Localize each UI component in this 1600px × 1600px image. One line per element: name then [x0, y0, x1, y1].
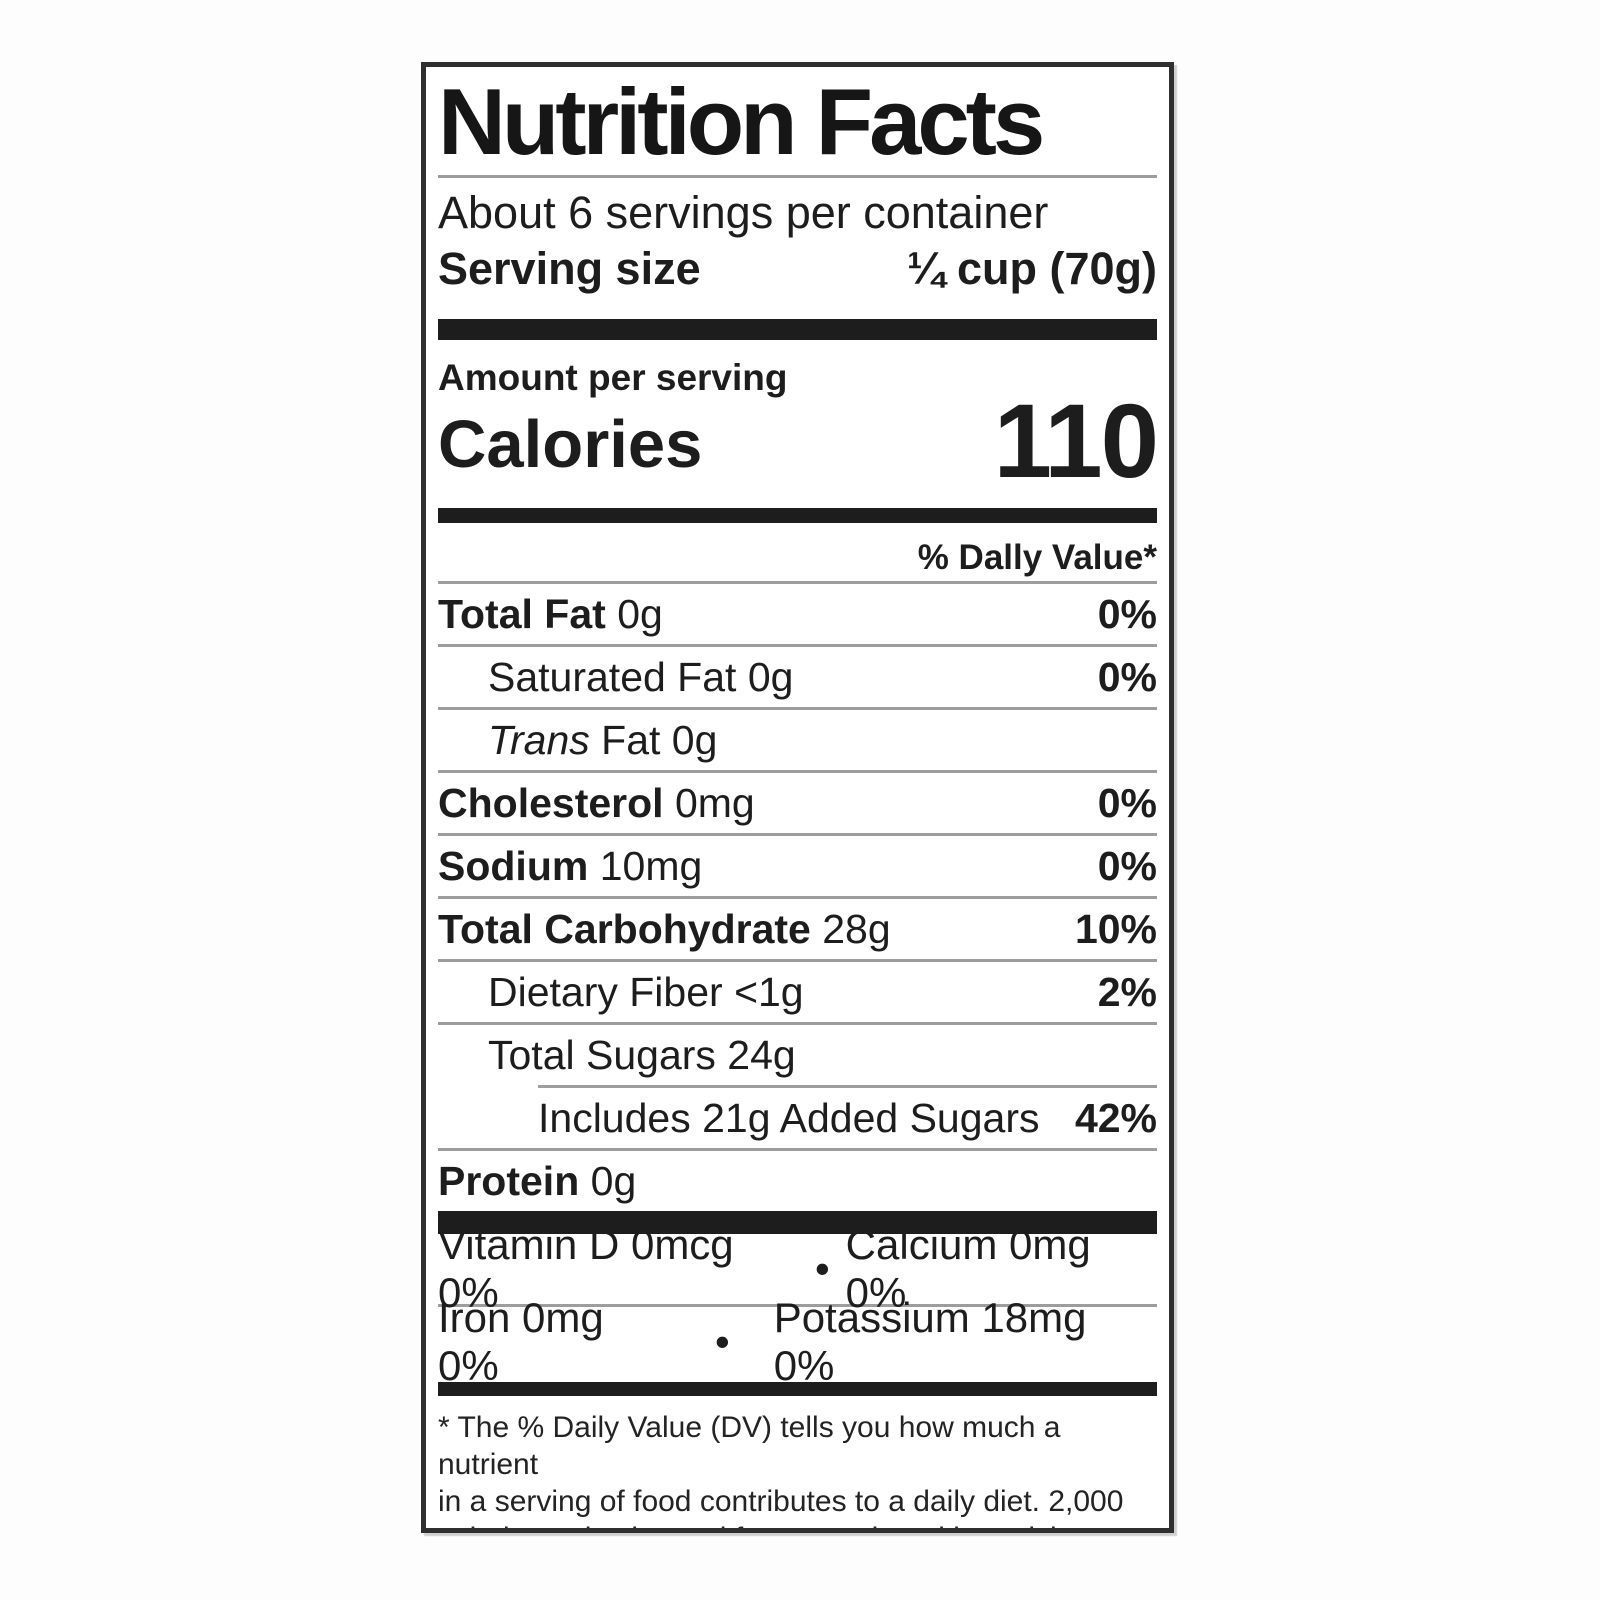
nutrient-row-total-carbohydrate: Total Carbohydrate 28g 10%: [438, 899, 1157, 959]
daily-value-header: % Dally Value*: [917, 538, 1157, 577]
nutrient-dv: 0%: [1097, 842, 1157, 889]
divider: [438, 833, 1157, 836]
calories-value: 110: [993, 383, 1159, 500]
iron-value: Iron 0mg 0%: [438, 1294, 604, 1389]
nutrient-row-dietary-fiber: Dietary Fiber <1g 2%: [438, 962, 1157, 1022]
bullet-separator: •: [814, 1245, 830, 1292]
thick-divider-top: [438, 319, 1157, 340]
nutrient-amount: 0g: [736, 653, 794, 700]
potassium-value: Potassium 18mg 0%: [773, 1294, 1087, 1389]
nutrient-name: Saturated Fat: [488, 653, 737, 700]
footnote-line: * The % Daily Value (DV) tells you how m…: [438, 1411, 1061, 1481]
divider: [438, 707, 1157, 710]
nutrient-name: Cholesterol: [438, 779, 664, 826]
nutrient-dv: 0%: [1097, 779, 1157, 826]
micronutrient-row-2: Iron 0mg 0% • Potassium 18mg 0%: [438, 1294, 1157, 1389]
label-title: Nutrition Facts: [438, 69, 1045, 174]
nutrient-name: Trans: [488, 716, 590, 763]
nutrient-row-total-fat: Total Fat 0g 0%: [438, 584, 1157, 644]
daily-value-footnote: * The % Daily Value (DV) tells you how m…: [438, 1409, 1157, 1528]
nutrient-name: Total Carbohydrate: [438, 905, 811, 952]
nutrient-name: Includes 21g Added Sugars: [538, 1094, 1040, 1141]
vitamin-d-value: Vitamin D 0mcg 0%: [438, 1221, 734, 1316]
nutrient-dv: 0%: [1097, 590, 1157, 637]
footnote-line: calories a day is used for general nutri…: [438, 1520, 1157, 1528]
bullet-separator: •: [714, 1318, 730, 1365]
divider: [438, 1304, 1157, 1307]
nutrient-row-sodium: Sodium 10mg 0%: [438, 836, 1157, 896]
nutrient-row-saturated-fat: Saturated Fat 0g 0%: [438, 647, 1157, 707]
serving-size-value: ¼ cup (70g): [906, 243, 1157, 294]
divider: [438, 581, 1157, 584]
nutrient-row-cholesterol: Cholesterol 0mg 0%: [438, 773, 1157, 833]
serving-size-label: Serving size: [438, 243, 701, 294]
serving-size-row: Serving size ¼ cup (70g): [438, 243, 1157, 295]
nutrient-row-added-sugars: Includes 21g Added Sugars 42%: [438, 1088, 1157, 1148]
nutrient-row-total-sugars: Total Sugars 24g: [438, 1025, 1157, 1085]
divider: [438, 644, 1157, 647]
footnote-line: in a serving of food contributes to a da…: [438, 1485, 1124, 1518]
nutrient-amount: 10mg: [588, 842, 703, 889]
nutrient-name: Total Sugars: [488, 1031, 716, 1078]
calories-row: Calories 110: [438, 389, 1159, 494]
calories-label: Calories: [438, 407, 703, 482]
nutrient-amount: 0g: [605, 590, 663, 637]
nutrient-amount: 0mg: [663, 779, 755, 826]
nutrient-name: Sodium: [438, 842, 589, 889]
nutrient-amount: 28g: [810, 905, 891, 952]
nutrient-dv: 0%: [1097, 653, 1157, 700]
divider: [438, 896, 1157, 899]
divider-indented: [538, 1085, 1157, 1088]
divider: [438, 770, 1157, 773]
nutrient-row-protein: Protein 0g: [438, 1151, 1157, 1211]
nutrition-facts-label: Nutrition Facts About 6 servings per con…: [421, 62, 1174, 1533]
nutrient-name: Dietary Fiber: [488, 968, 723, 1015]
divider: [438, 959, 1157, 962]
nutrient-dv: 42%: [1074, 1094, 1157, 1141]
thick-divider-bottom: [438, 1382, 1157, 1396]
medium-divider-calories: [438, 508, 1157, 523]
thick-divider-middle: [438, 1211, 1157, 1234]
micronutrient-row-1: Vitamin D 0mcg 0% • Calcium 0mg 0%: [438, 1221, 1157, 1316]
servings-per-container: About 6 servings per container: [438, 187, 1049, 238]
nutrient-name: Protein: [438, 1157, 580, 1204]
calcium-value: Calcium 0mg 0%: [845, 1221, 1091, 1316]
divider: [438, 1148, 1157, 1151]
divider-under-title: [438, 175, 1157, 178]
amount-per-serving-label: Amount per serving: [438, 357, 788, 398]
nutrient-dv: 2%: [1097, 968, 1157, 1015]
nutrient-row-trans-fat: Trans Fat 0g: [438, 710, 1157, 770]
nutrient-amount: 0g: [579, 1157, 637, 1204]
nutrient-dv: 10%: [1074, 905, 1157, 952]
nutrient-amount: 24g: [715, 1031, 796, 1078]
nutrient-amount: <1g: [722, 968, 804, 1015]
divider: [438, 1022, 1157, 1025]
nutrient-name: Total Fat: [438, 590, 606, 637]
nutrient-amount: Fat 0g: [589, 716, 718, 763]
